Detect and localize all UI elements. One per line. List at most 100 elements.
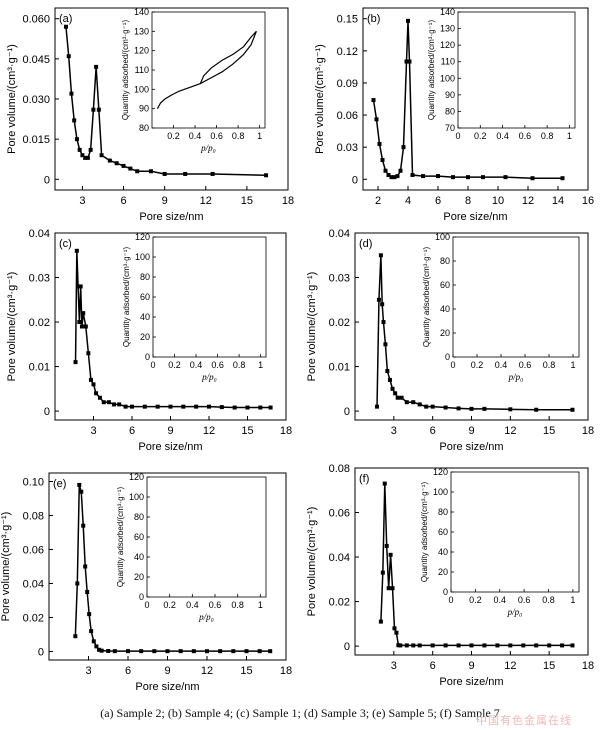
inset-x-axis-label: p/p₀ (508, 372, 524, 382)
inset-x-tick-label: 1 (258, 600, 263, 610)
data-point (128, 166, 133, 171)
x-tick-label: 4 (405, 195, 411, 207)
data-point (395, 395, 400, 400)
data-point (547, 643, 552, 648)
data-point (378, 253, 383, 258)
inset-x-tick-label: 0.8 (541, 131, 554, 141)
data-point (89, 629, 94, 634)
data-point (83, 564, 88, 569)
data-point (139, 649, 144, 654)
data-point (534, 407, 539, 412)
x-tick-label: 12 (504, 425, 516, 437)
y-tick-label: 0 (344, 406, 350, 418)
data-point (383, 168, 388, 173)
inset-x-tick-label: 0.4 (495, 360, 508, 370)
inset-chart: 0 0.2 0.4 0.6 0.8 1 0 20 40 60 80 100 120 p/p₀ Quantit… (420, 467, 580, 617)
data-point (194, 404, 199, 409)
data-point (570, 407, 575, 412)
inset-y-tick-label: 130 (134, 26, 149, 36)
x-tick-label: 12 (504, 660, 516, 672)
inset-x-tick-label: 0 (448, 595, 453, 605)
data-point (142, 404, 147, 409)
inset-x-tick-label: 0.6 (519, 360, 532, 370)
x-tick-label: 16 (582, 195, 594, 207)
x-tick-label: 3 (85, 665, 91, 677)
inset-x-tick-label: 0 (150, 360, 155, 370)
data-point (268, 405, 273, 410)
data-point (77, 320, 82, 325)
data-point (401, 145, 406, 150)
x-tick-label: 15 (241, 425, 253, 437)
x-axis-label: Pore size/nm (139, 211, 203, 223)
inset-x-tick-label: 0.2 (168, 360, 181, 370)
inset-y-tick-label: 100 (134, 84, 149, 94)
data-point (371, 98, 376, 103)
x-tick-label: 6 (430, 660, 436, 672)
y-tick-label: 0.06 (337, 110, 358, 122)
data-point (63, 24, 68, 29)
x-tick-label: 12 (201, 665, 213, 677)
x-tick-label: 10 (492, 195, 504, 207)
inset-x-tick-label: 0.4 (496, 131, 509, 141)
y-tick-label: 0.02 (29, 317, 50, 329)
inset-chart: 0.2 0.4 0.6 0.8 1 80 90 100 110 120 130 140 p/p₀ Quan… (121, 7, 266, 153)
x-tick-label: 9 (164, 665, 170, 677)
inset-y-tick-label: 90 (139, 104, 149, 114)
data-point (91, 639, 96, 644)
inset-y-tick-label: 120 (129, 472, 144, 482)
y-tick-label: 0.10 (23, 477, 44, 489)
y-tick-label: 0 (44, 406, 50, 418)
data-point (404, 59, 409, 64)
y-tick-label: 0 (344, 641, 350, 653)
inset-y-tick-label: 80 (140, 272, 150, 282)
data-point (377, 141, 382, 146)
inset-y-tick-label: 40 (134, 552, 144, 562)
data-point (162, 171, 167, 176)
inset-y-tick-label: 40 (438, 547, 448, 557)
data-point (386, 173, 391, 178)
data-point (410, 173, 415, 178)
data-point (232, 405, 237, 410)
inset-x-tick-label: 0.6 (210, 131, 223, 141)
data-point (380, 302, 385, 307)
inset-y-tick-label: 140 (134, 7, 149, 17)
data-point (392, 175, 397, 180)
y-tick-label: 0.01 (329, 362, 350, 374)
data-point (257, 649, 262, 654)
inset-frame (452, 236, 580, 358)
x-tick-label: 6 (120, 195, 126, 207)
x-tick-label: 3 (79, 195, 85, 207)
panel-label: (b) (367, 13, 380, 25)
inset-y-tick-label: 40 (440, 304, 450, 314)
data-point (91, 382, 96, 387)
data-point (508, 643, 513, 648)
data-point (112, 402, 117, 407)
panel-label: (a) (59, 13, 72, 25)
inset-y-tick-label: 90 (445, 90, 455, 100)
inset-y-tick-label: 20 (438, 567, 448, 577)
data-point (469, 406, 474, 411)
panel-label: (f) (359, 473, 369, 485)
inset-y-tick-label: 140 (440, 7, 455, 17)
data-point (436, 174, 440, 179)
y-axis-label: Pore volume/(cm³·g⁻¹) (6, 44, 18, 154)
y-tick-label: 0.03 (329, 273, 350, 285)
data-point (69, 91, 74, 96)
data-point (135, 169, 140, 174)
inset-x-tick-label: 0 (450, 360, 455, 370)
inset-x-tick-label: 1 (570, 360, 575, 370)
data-point (126, 649, 130, 654)
inset-x-tick-label: 0.2 (469, 595, 482, 605)
data-point (165, 649, 170, 654)
series-line (376, 255, 573, 411)
x-tick-label: 15 (543, 425, 555, 437)
inset-x-tick-label: 0.6 (519, 131, 532, 141)
inset-x-tick-label: 0.8 (232, 131, 245, 141)
inset-x-tick-label: 0.2 (474, 131, 487, 141)
inset-y-tick-label: 120 (440, 40, 455, 50)
data-point (88, 147, 93, 152)
y-axis-label: Pore volume/(cm³·g⁻¹) (314, 44, 326, 154)
data-point (404, 400, 409, 405)
x-tick-label: 12 (200, 195, 212, 207)
